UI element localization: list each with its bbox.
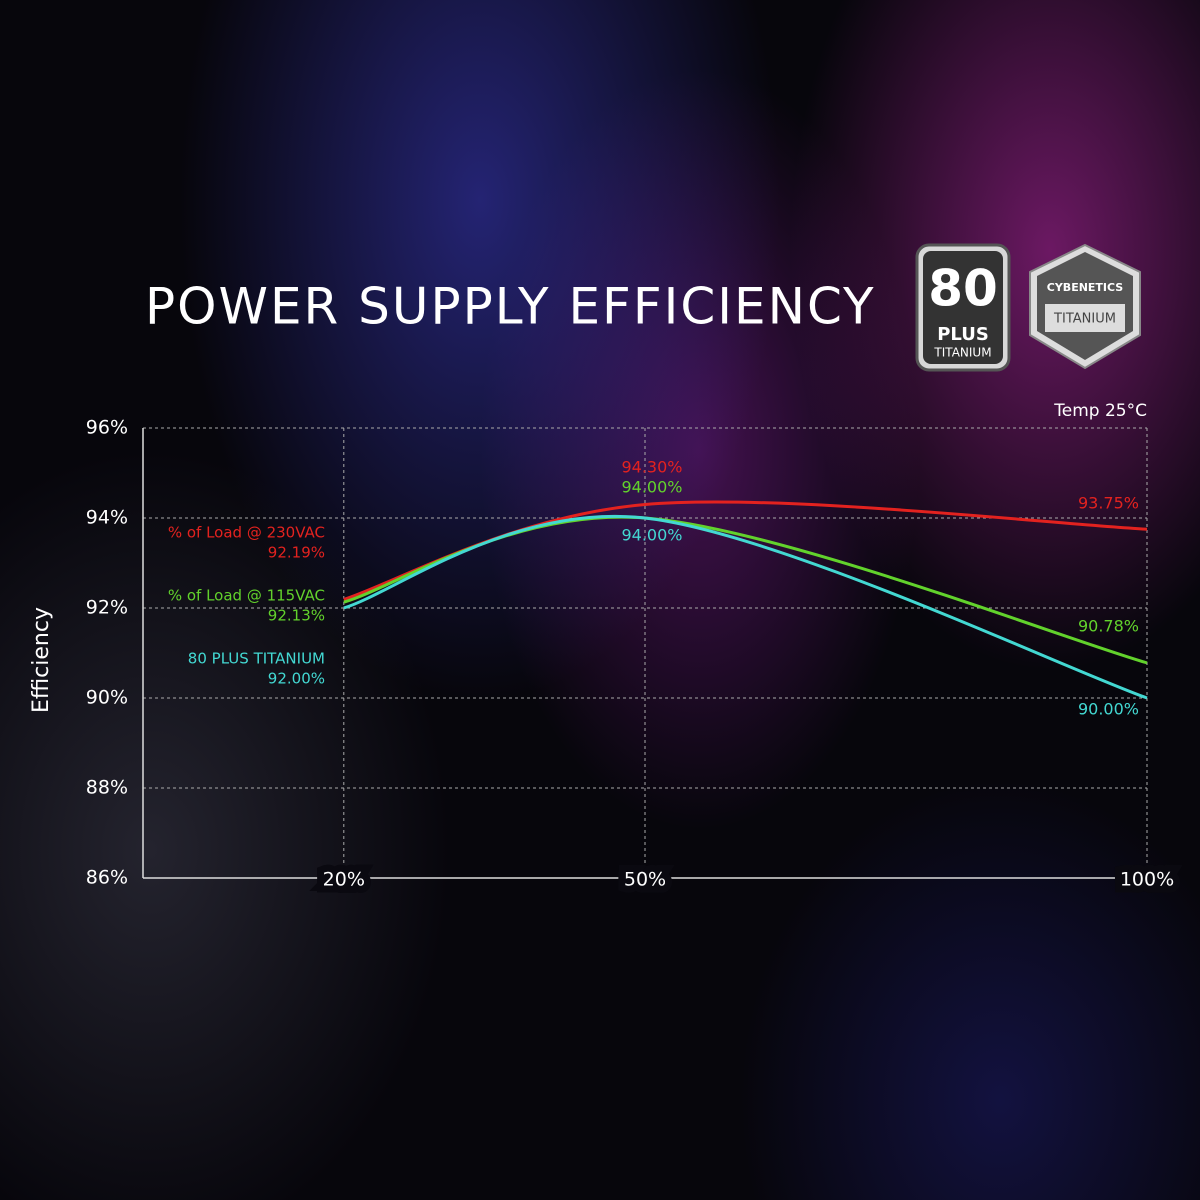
badge-text: TITANIUM — [1053, 312, 1116, 327]
series-line — [343, 514, 1148, 700]
chart-title: POWER SUPPLY EFFICIENCY — [145, 278, 876, 336]
data-label: 94.30% — [621, 458, 682, 477]
x-tick-label: 20% — [323, 869, 365, 891]
series-line — [343, 515, 1148, 665]
data-label: 94.00% — [621, 478, 682, 497]
y-tick-label: 96% — [86, 417, 128, 439]
y-tick-label: 92% — [86, 597, 128, 619]
data-label: 92.13% — [268, 607, 325, 625]
data-label: 92.19% — [268, 544, 325, 562]
y-axis-label: Efficiency — [29, 607, 54, 713]
badge-80plus: 80 PLUS TITANIUM — [915, 243, 1011, 372]
data-label: 90.78% — [1078, 617, 1139, 636]
badge-band — [1045, 304, 1125, 332]
badge-text: 80 — [928, 260, 998, 318]
badge-inner — [923, 251, 1003, 364]
legend-label: % of Load @ 230VAC — [168, 524, 325, 542]
x-tick-label: 50% — [624, 869, 666, 891]
x-tick-label: 100% — [1120, 869, 1174, 891]
y-tick-label: 88% — [86, 777, 128, 799]
data-label: 93.75% — [1078, 494, 1139, 513]
legend-label: % of Load @ 115VAC — [168, 587, 325, 605]
data-label: 90.00% — [1078, 700, 1139, 719]
legend-label: 80 PLUS TITANIUM — [188, 650, 325, 668]
badge-text: TITANIUM — [933, 346, 991, 360]
y-tick-label: 86% — [86, 867, 128, 889]
badge-text: CYBENETICS — [1047, 281, 1124, 294]
data-label: 92.00% — [268, 670, 325, 688]
badge-cybenetics: CYBENETICS TITANIUM — [1029, 243, 1141, 370]
data-label: 94.00% — [621, 526, 682, 545]
y-tick-label: 90% — [86, 687, 128, 709]
badge-text: PLUS — [937, 324, 989, 345]
y-tick-label: 94% — [86, 507, 128, 529]
annotation: Temp 25°C — [1053, 401, 1147, 421]
